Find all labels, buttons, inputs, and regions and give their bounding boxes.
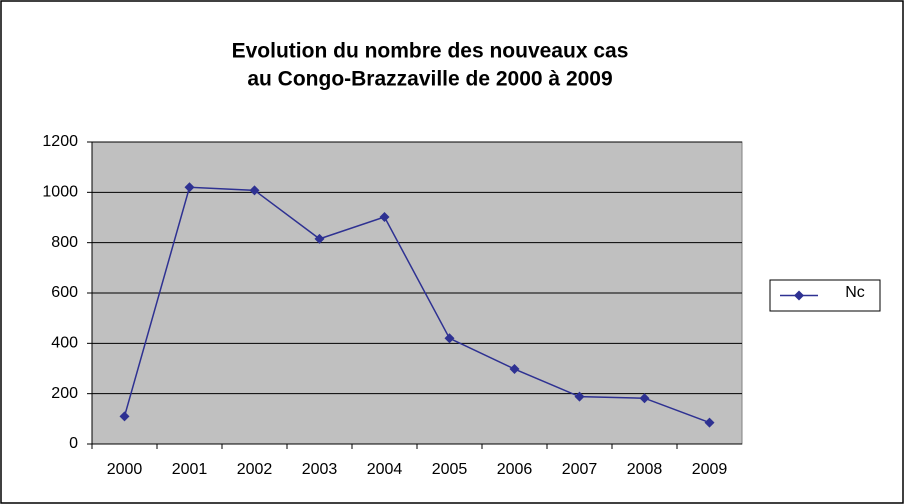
x-tick-label: 2004 xyxy=(367,461,403,478)
data-point xyxy=(509,364,520,375)
chart-title: au Congo-Brazzaville de 2000 à 2009 xyxy=(247,68,612,91)
x-tick-label: 2008 xyxy=(627,461,663,478)
x-tick-label: 2009 xyxy=(692,461,728,478)
y-tick-label: 800 xyxy=(51,234,78,251)
x-tick-label: 2000 xyxy=(107,461,143,478)
y-tick-label: 0 xyxy=(69,435,78,452)
y-tick-label: 1200 xyxy=(42,133,78,150)
x-tick-label: 2006 xyxy=(497,461,533,478)
data-point xyxy=(574,391,585,402)
data-point xyxy=(639,393,650,404)
legend-marker xyxy=(794,290,804,301)
series-line xyxy=(123,186,710,424)
data-point xyxy=(444,333,455,344)
x-tick-label: 2005 xyxy=(432,461,468,478)
y-tick-label: 200 xyxy=(51,385,78,402)
x-tick-label: 2001 xyxy=(172,461,208,478)
data-point xyxy=(184,182,195,193)
data-point xyxy=(379,211,390,222)
x-tick-label: 2007 xyxy=(562,461,598,478)
y-tick-label: 1000 xyxy=(42,184,78,201)
data-point xyxy=(119,411,130,422)
x-tick-label: 2002 xyxy=(237,461,273,478)
x-tick-label: 2003 xyxy=(302,461,338,478)
data-point xyxy=(314,233,325,244)
chart-title: Evolution du nombre des nouveaux cas xyxy=(232,40,629,63)
data-point xyxy=(704,417,715,428)
y-tick-label: 400 xyxy=(51,335,78,352)
y-tick-label: 600 xyxy=(51,284,78,301)
data-point xyxy=(249,185,260,196)
legend-label: Nc xyxy=(845,284,865,301)
